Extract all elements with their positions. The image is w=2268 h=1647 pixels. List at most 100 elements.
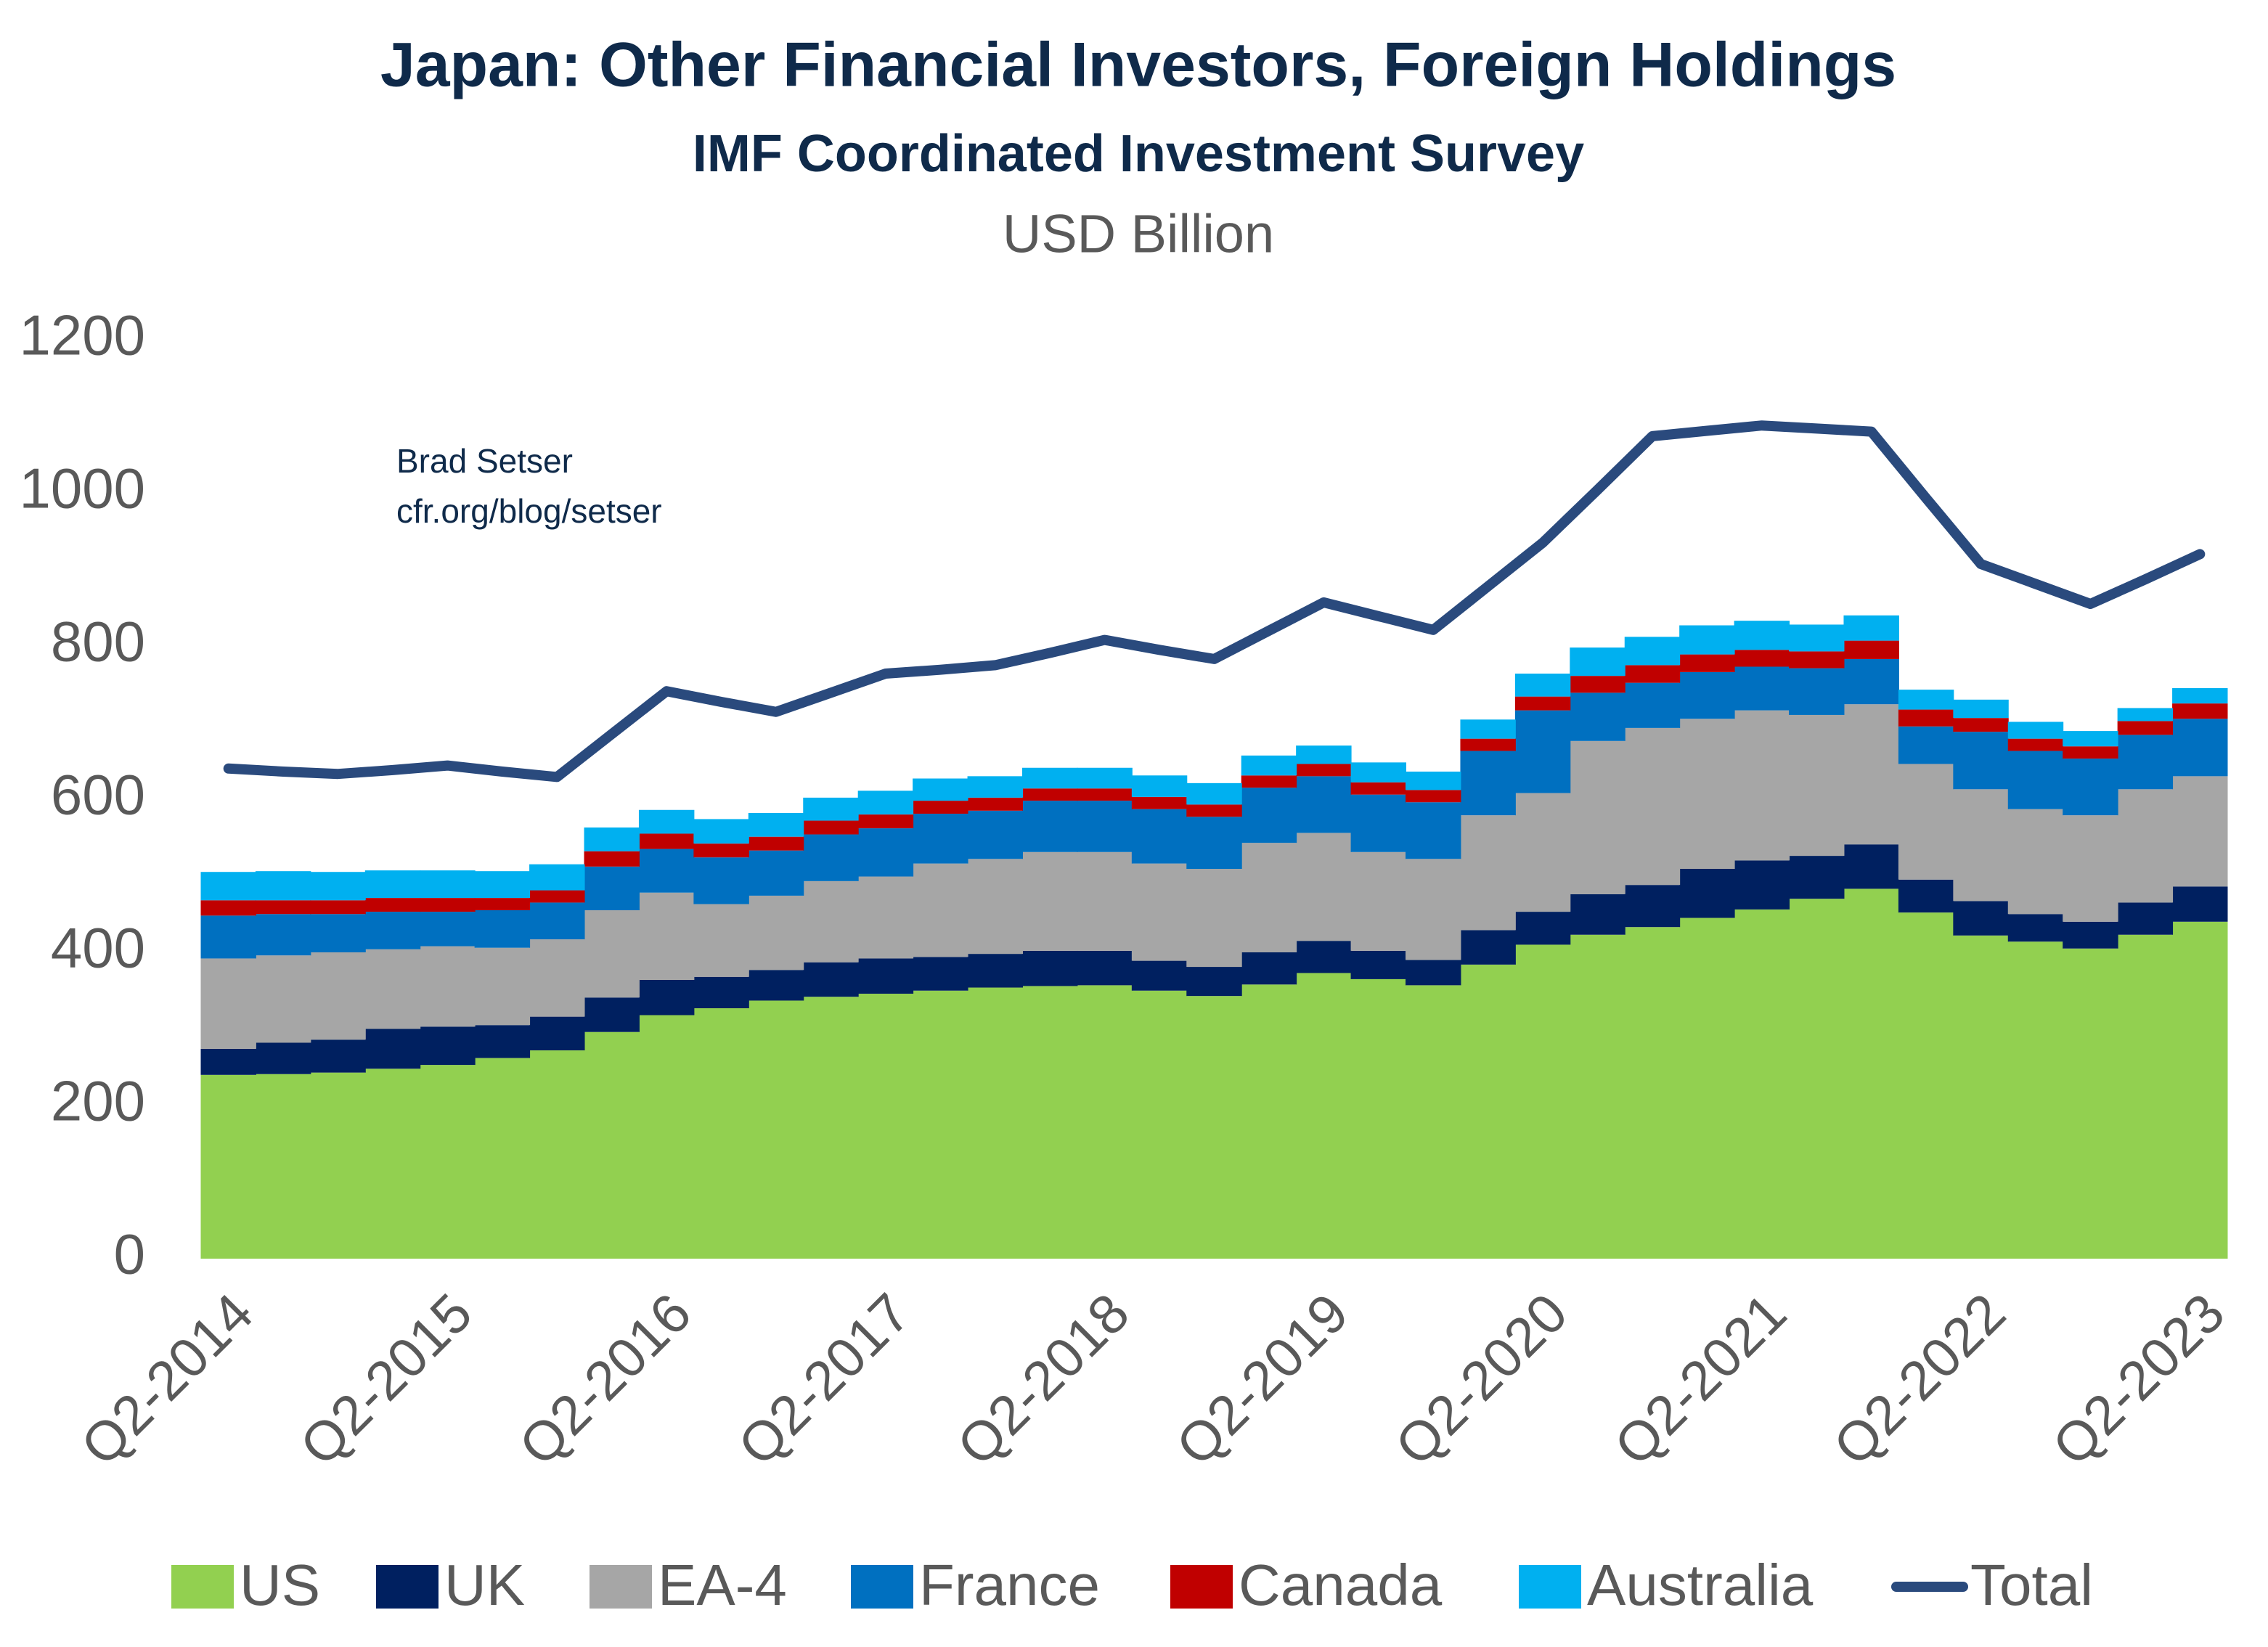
area-segment [364,1068,421,1259]
area-segment [1679,654,1735,672]
area-segment [364,1029,421,1069]
area-segment [1296,973,1352,1259]
area-segment [1241,984,1297,1259]
area-segment [1679,719,1735,870]
area-segment [693,904,749,977]
area-segment [1514,944,1571,1259]
area-segment [1021,767,1078,789]
legend-label: Canada [1239,1553,1443,1617]
area-segment [1953,901,2009,936]
area-segment [1514,912,1571,945]
y-tick-label: 800 [51,610,145,674]
legend-swatch [171,1565,234,1609]
area-segment [1734,909,1790,1259]
area-segment [1789,668,1845,715]
area-segment [1350,950,1407,979]
area-segment [803,880,859,963]
area-segment [420,912,476,947]
area-segment [2172,921,2228,1259]
area-segment [638,979,695,1015]
area-segment [1570,676,1625,693]
area-segment [200,958,256,1049]
area-segment [1460,964,1516,1259]
area-segment [967,810,1023,859]
area-segment [1570,894,1625,935]
area-segment [1514,673,1571,697]
area-segment [638,833,695,849]
area-segment [2172,703,2228,719]
area-segment [1843,888,1899,1259]
area-segment [693,843,749,858]
area-segment [1843,844,1899,889]
y-axis-label: USD Billion [1003,204,1274,264]
area-segment [913,801,968,814]
legend-label: Australia [1587,1553,1814,1617]
area-segment [1898,764,1954,880]
area-segment [2007,941,2064,1259]
x-tick-label: Q2-2016 [507,1282,703,1477]
area-segment [1734,710,1790,861]
y-tick-label: 1000 [19,457,145,520]
area-segment [967,797,1023,811]
area-segment [1186,967,1242,997]
area-segment [1241,952,1297,985]
area-segment [693,819,749,844]
area-segment [1624,665,1681,683]
x-tick-label: Q2-2020 [1384,1282,1579,1477]
area-segment [474,910,531,948]
chart-title: Japan: Other Financial Investors, Foreig… [380,30,1896,100]
area-segment [1898,726,1954,764]
area-segment [584,997,640,1032]
area-segment [748,1000,804,1259]
area-segment [1734,666,1790,711]
area-segment [1406,790,1461,803]
area-segment [2007,722,2064,739]
area-segment [474,1025,531,1058]
area-segment [1789,651,1845,669]
area-segment [1077,788,1133,801]
area-segment [2172,886,2228,922]
area-segment [1624,727,1681,886]
area-segment [584,827,640,851]
area-segment [584,851,640,867]
area-segment [529,1050,585,1259]
area-segment [310,900,366,915]
annotation: cfr.org/blog/setser [396,492,662,530]
area-segment [1077,767,1133,789]
area-segment [1406,985,1461,1259]
legend-swatch [590,1565,652,1609]
area-segment [2172,719,2228,777]
area-segment [638,849,695,893]
area-segment [364,870,421,899]
area-segment [474,898,531,910]
area-segment [310,1072,366,1259]
area-segment [2063,948,2118,1259]
x-tick-label: Q2-2019 [1164,1282,1360,1477]
area-segment [1296,776,1352,833]
area-segment [1843,640,1899,659]
area-segment [857,828,914,877]
area-segment [1077,950,1133,986]
area-segment [2063,746,2118,759]
area-segment [1021,851,1078,951]
legend-label: US [240,1553,320,1617]
x-tick-label: Q2-2015 [288,1282,484,1477]
area-segment [2007,809,2064,915]
area-segment [200,1048,256,1075]
area-segment [1953,935,2009,1259]
area-segment [693,976,749,1009]
area-segment [1186,804,1242,817]
area-segment [1131,796,1188,809]
area-segment [255,914,311,956]
area-segment [255,1074,311,1259]
area-segment [1296,833,1352,941]
area-segment [1186,996,1242,1259]
area-segment [420,870,476,899]
area-segment [1514,793,1571,912]
area-segment [638,809,695,834]
area-segment [857,993,914,1259]
area-segment [1843,704,1899,845]
area-segment [2063,815,2118,922]
area-segment [693,1008,749,1259]
area-segment [913,778,968,801]
